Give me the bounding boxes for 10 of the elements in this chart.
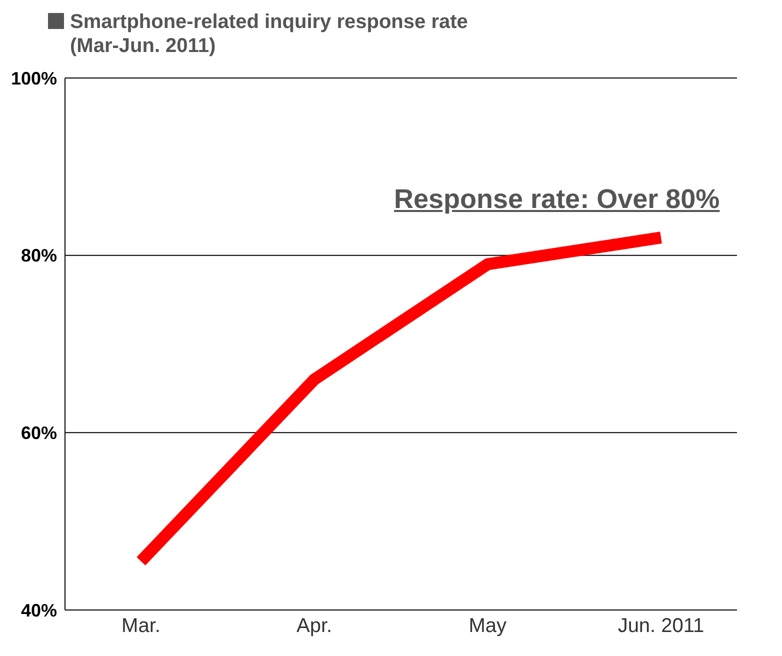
- x-tick-label: Jun. 2011: [618, 615, 704, 638]
- x-tick-label: Apr.: [296, 615, 332, 638]
- annotation: Response rate: Over 80%: [394, 184, 720, 215]
- y-tick-label: 100%: [10, 68, 57, 88]
- x-tick-label: Mar.: [122, 615, 160, 638]
- y-tick-label: 60%: [20, 423, 57, 444]
- x-tick-label: May: [468, 615, 507, 638]
- y-tick-label: 40%: [20, 600, 57, 620]
- y-tick-label: 80%: [20, 246, 57, 266]
- chart-title: Smartphone-related inquiry response rate (Mar-Jun. 2011): [70, 10, 468, 58]
